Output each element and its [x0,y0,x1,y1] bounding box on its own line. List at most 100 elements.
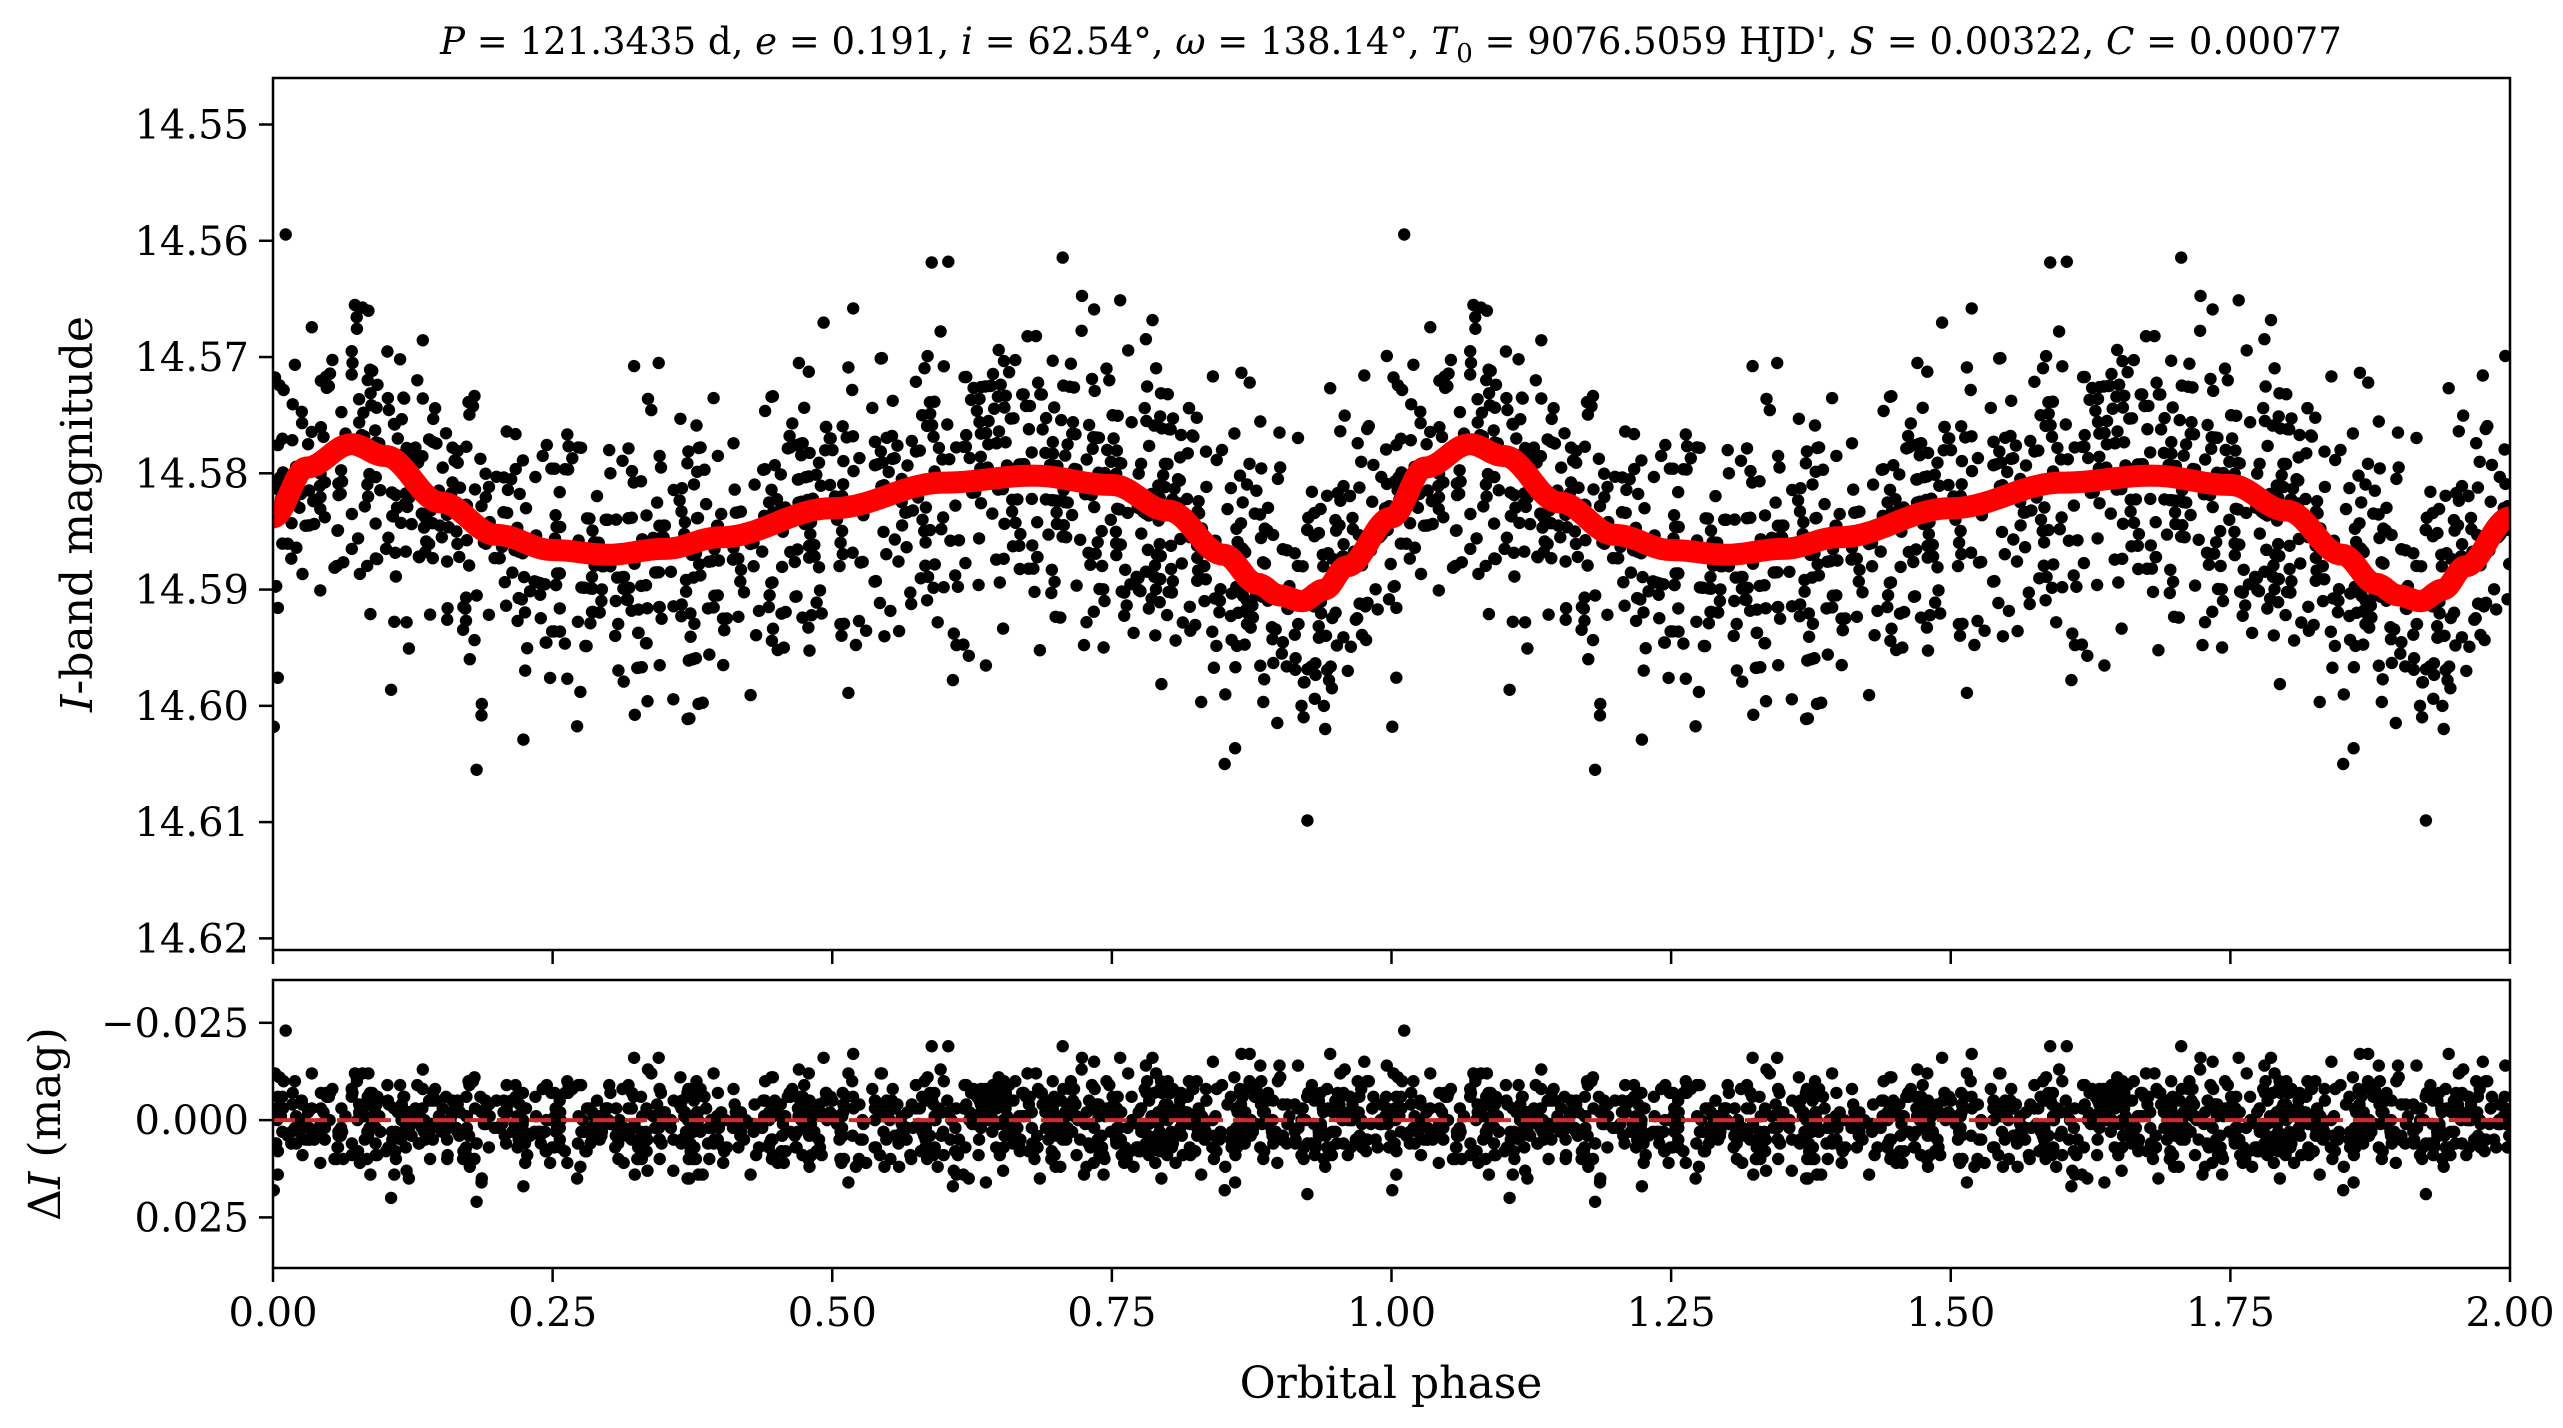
observation-point [2228,548,2241,562]
residual-point [1326,1106,1340,1119]
observation-point [1002,366,1016,379]
observation-point [2001,465,2014,479]
observation-point [734,505,748,518]
observation-point [1635,454,1648,467]
observation-point [2424,485,2437,498]
residual-point [2445,1106,2458,1119]
observation-point [1933,479,1946,492]
observation-point [2259,380,2272,393]
residual-point [1228,1071,1241,1084]
observation-point [1862,688,1876,702]
observation-point [653,659,666,672]
observation-point [1792,412,1806,425]
residual-point [1890,1156,1903,1170]
observation-point [1192,495,1205,508]
residual-point [2148,1067,2161,1080]
observation-point [1063,380,1076,393]
residual-point [859,1156,873,1170]
observation-point [2266,570,2279,583]
residual-point [295,1098,309,1111]
observation-point [540,636,553,649]
observation-point [1926,550,1940,563]
observation-point [1753,579,1766,593]
residual-point [653,1106,666,1119]
observation-point [2237,563,2250,576]
residual-point [610,1102,623,1115]
residual-point [1771,1106,1785,1119]
observation-point [1288,628,1302,641]
observation-point [2093,497,2106,510]
residual-point [1955,1106,1968,1119]
residual-point [1319,1129,1333,1142]
observation-point [790,590,803,603]
observation-point [882,465,895,479]
observation-point [1046,354,1059,367]
residual-point [2427,1141,2441,1154]
observation-point [1100,362,1113,375]
observation-point [1088,500,1101,514]
observation-point [2415,711,2429,724]
residual-point [1417,1133,1431,1146]
residual-point [2476,1055,2489,1068]
observation-point [974,450,987,463]
residual-point [548,1110,562,1123]
observation-point [1616,471,1629,484]
chart-title: P = 121.3435 d, e = 0.191, i = 62.54°, ω… [439,20,2342,69]
observation-point [2243,416,2257,429]
observation-point [1482,387,1496,400]
observation-point [904,586,917,599]
observation-point [2339,502,2353,516]
residual-point [1588,1195,1602,1209]
observation-point [880,548,893,561]
observation-point [623,581,636,594]
residual-point [580,1145,593,1158]
residual-point [1464,1148,1477,1162]
observation-point [1799,457,1813,470]
residual-point [2364,1121,2378,1135]
observation-point [774,468,787,481]
residual-point [2372,1090,2385,1104]
observation-point [2166,401,2179,414]
residual-point [1559,1148,1573,1162]
residual-point [2273,1129,2286,1142]
observation-point [2196,638,2209,652]
observation-point [2268,362,2281,375]
residual-point [2165,1075,2178,1088]
observation-point [2004,452,2018,466]
observation-point [595,583,609,596]
observation-point [1258,673,1271,686]
observation-point [650,496,664,509]
observation-point [450,525,463,538]
observation-point [441,613,454,626]
residual-point [996,1164,1010,1177]
observation-point [1730,664,1744,677]
observation-point [1215,443,1229,457]
observation-point [2264,313,2278,327]
residual-point [2485,1090,2499,1104]
residual-point [707,1067,720,1080]
observation-point [974,497,988,510]
observation-point [1054,611,1067,624]
residual-point [369,1121,382,1135]
observation-point [1508,488,1521,502]
observation-point [2399,544,2412,557]
observation-point [1763,403,1777,417]
observation-point [1107,432,1120,445]
observation-point [1968,638,1981,652]
observation-point [1794,482,1807,495]
residual-point [450,1121,463,1135]
residual-point [2005,1082,2018,1096]
residual-point [640,1102,653,1115]
observation-point [1901,429,1915,443]
observation-point [2047,558,2060,571]
residual-point [728,1098,741,1111]
observation-point [992,343,1005,357]
residual-point [627,1090,640,1104]
observation-point [1498,542,1511,556]
observation-point [1487,517,1501,530]
residual-point [1569,1094,1583,1107]
x-tick-label: 1.00 [1347,1290,1436,1336]
residual-point [931,1160,944,1174]
observation-point [2362,376,2375,389]
